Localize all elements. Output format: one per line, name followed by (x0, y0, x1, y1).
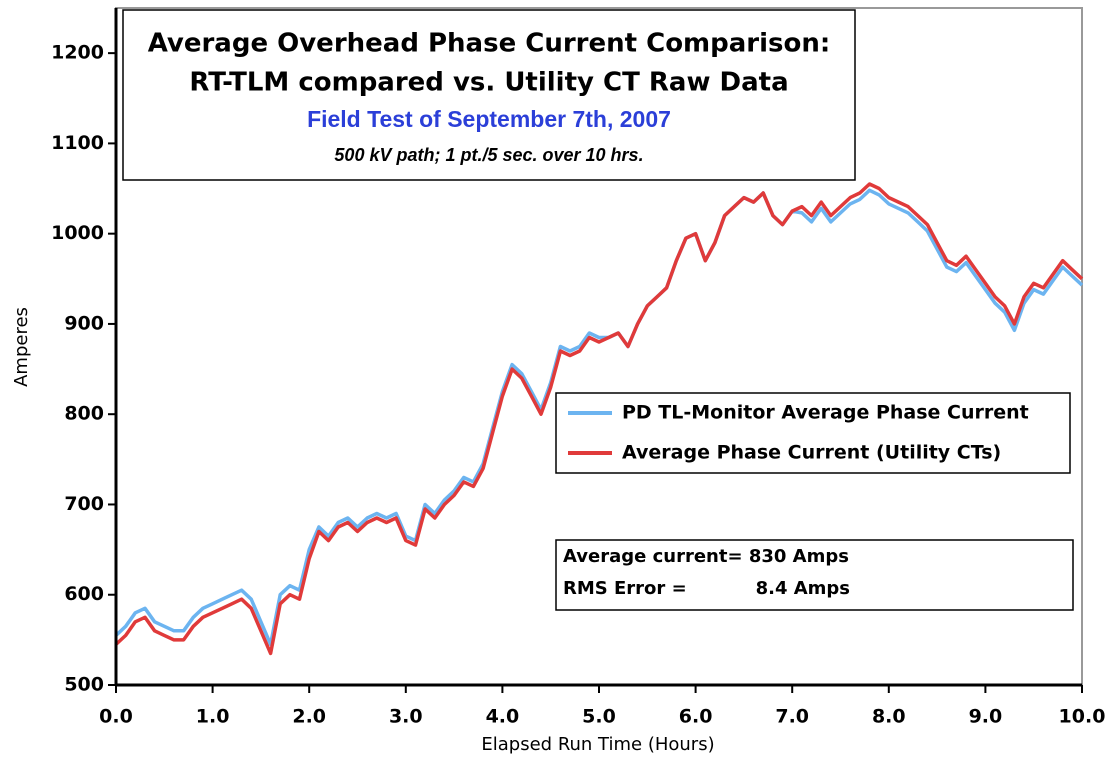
y-tick-label: 1100 (51, 132, 104, 154)
y-tick-label: 500 (64, 674, 104, 696)
chart-subtitle: Field Test of September 7th, 2007 (307, 106, 671, 132)
legend-label: PD TL-Monitor Average Phase Current (622, 402, 1029, 424)
chart-title: RT-TLM compared vs. Utility CT Raw Data (189, 68, 788, 98)
y-tick-label: 1200 (51, 42, 104, 64)
legend-box (555, 392, 1071, 474)
y-tick-label: 600 (64, 583, 104, 605)
annotation: Average current= 830 Amps (563, 546, 849, 567)
x-tick-label: 5.0 (582, 706, 616, 728)
x-tick-label: 0.0 (99, 706, 133, 728)
x-tick-label: 6.0 (679, 706, 713, 728)
y-tick-label: 700 (64, 493, 104, 515)
x-tick-label: 1.0 (196, 706, 230, 728)
x-tick-label: 9.0 (969, 706, 1003, 728)
stats-box (555, 539, 1074, 611)
title-box (122, 9, 856, 181)
legend-label: Average Phase Current (Utility CTs) (622, 442, 1001, 464)
legend: PD TL-Monitor Average Phase Current Avera… (568, 402, 1029, 464)
x-axis-label: Elapsed Run Time (Hours) (481, 734, 714, 755)
x-tick-label: 7.0 (775, 706, 809, 728)
y-tick-label: 1000 (51, 222, 104, 244)
x-tick-label: 4.0 (486, 706, 520, 728)
x-tick-label: 2.0 (292, 706, 326, 728)
annotation: RMS Error = 8.4 Amps (563, 578, 850, 599)
y-tick-label: 900 (64, 312, 104, 334)
x-tick-label: 3.0 (389, 706, 423, 728)
x-tick-label: 10.0 (1059, 706, 1106, 728)
chart-note: 500 kV path; 1 pt./5 sec. over 10 hrs. (334, 145, 643, 165)
y-tick-label: 800 (64, 403, 104, 425)
y-axis-label: Amperes (11, 307, 32, 387)
plot-area (114, 182, 1084, 656)
series-line (114, 182, 1084, 656)
chart-title: Average Overhead Phase Current Compariso… (148, 29, 831, 59)
x-tick-label: 8.0 (872, 706, 906, 728)
